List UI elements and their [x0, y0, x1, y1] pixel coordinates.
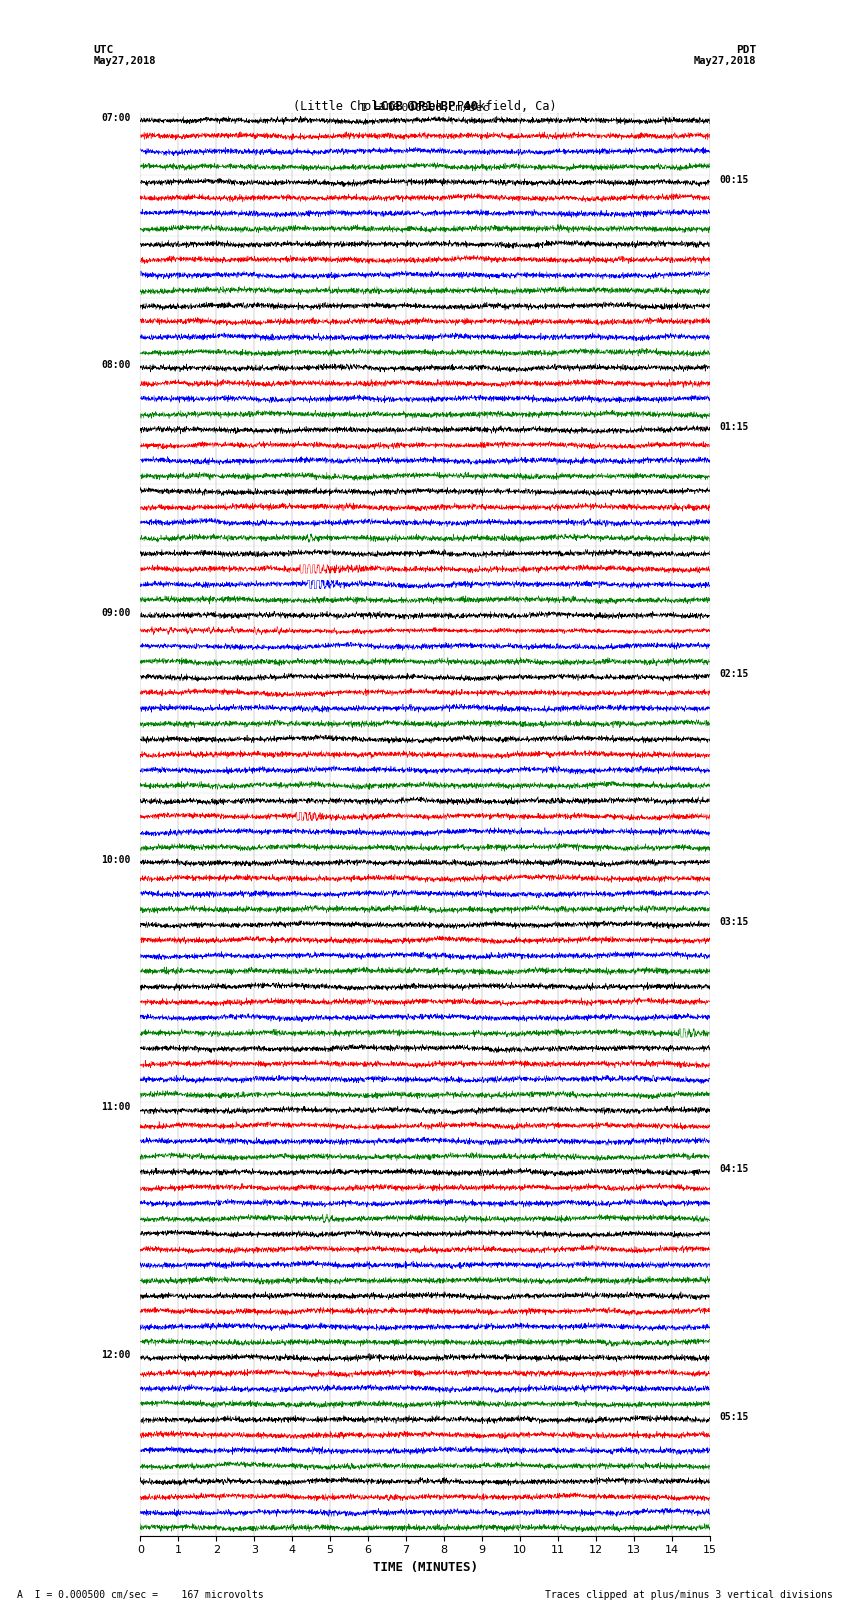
X-axis label: TIME (MINUTES): TIME (MINUTES) — [372, 1561, 478, 1574]
Text: LCCB DP1 BP 40: LCCB DP1 BP 40 — [372, 100, 478, 113]
Text: I = 0.000500 cm/sec: I = 0.000500 cm/sec — [361, 79, 489, 113]
Text: May27,2018: May27,2018 — [94, 56, 156, 66]
Text: 00:15: 00:15 — [719, 174, 749, 184]
Text: 04:15: 04:15 — [719, 1165, 749, 1174]
Text: 02:15: 02:15 — [719, 669, 749, 679]
Text: 05:15: 05:15 — [719, 1411, 749, 1421]
Text: 08:00: 08:00 — [101, 360, 131, 369]
Text: May27,2018: May27,2018 — [694, 56, 756, 66]
Text: 11:00: 11:00 — [101, 1103, 131, 1113]
Text: 03:15: 03:15 — [719, 916, 749, 927]
Text: 10:00: 10:00 — [101, 855, 131, 865]
Text: 01:15: 01:15 — [719, 423, 749, 432]
Text: UTC: UTC — [94, 45, 114, 55]
Text: 12:00: 12:00 — [101, 1350, 131, 1360]
Text: PDT: PDT — [736, 45, 756, 55]
Text: (Little Cholane Creek, Parkfield, Ca): (Little Cholane Creek, Parkfield, Ca) — [293, 85, 557, 113]
Text: 09:00: 09:00 — [101, 608, 131, 618]
Text: A  I = 0.000500 cm/sec =    167 microvolts: A I = 0.000500 cm/sec = 167 microvolts — [17, 1590, 264, 1600]
Text: Traces clipped at plus/minus 3 vertical divisions: Traces clipped at plus/minus 3 vertical … — [545, 1590, 833, 1600]
Text: 07:00: 07:00 — [101, 113, 131, 123]
